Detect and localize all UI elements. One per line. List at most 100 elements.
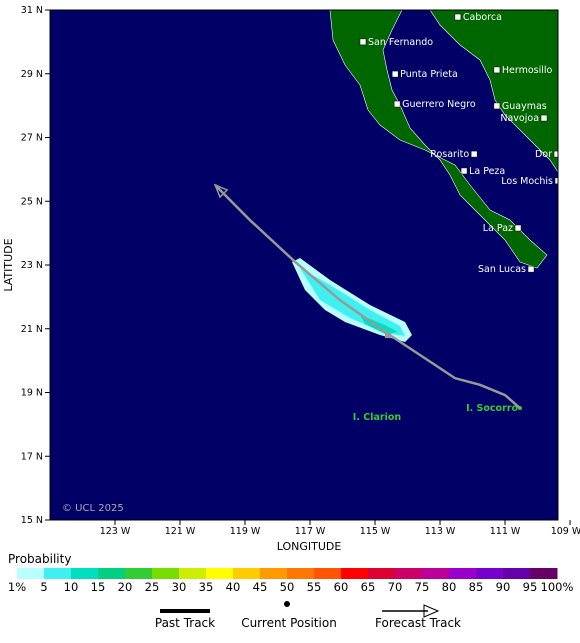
legend-swatch	[233, 568, 261, 579]
place-label: La Paz	[483, 223, 513, 234]
legend-swatch	[17, 568, 45, 579]
island-label: I. Socorro	[466, 403, 518, 414]
place-label: Navojoa	[500, 113, 539, 124]
y-tick-label: 31 N	[21, 5, 43, 16]
place-marker	[393, 100, 401, 108]
current-position-label: Current Position	[241, 616, 337, 630]
legend-swatch	[206, 568, 234, 579]
copyright: © UCL 2025	[62, 503, 124, 514]
x-tick-label: 115 W	[360, 526, 391, 537]
y-tick-label: 27 N	[21, 133, 43, 144]
track-arrowhead	[213, 183, 229, 199]
place-marker	[554, 177, 558, 185]
legend-label: 5	[40, 580, 47, 594]
legend-label: 15	[91, 580, 106, 594]
x-tick-label: 111 W	[490, 526, 521, 537]
legend-swatch	[152, 568, 180, 579]
legend-label: 90	[496, 580, 511, 594]
y-tick-label: 21 N	[21, 324, 43, 335]
legend-label: 50	[280, 580, 295, 594]
legend-label: 30	[172, 580, 187, 594]
legend-label: 1%	[8, 580, 26, 594]
legend-label: 60	[334, 580, 349, 594]
place-label: Punta Prieta	[400, 69, 458, 80]
legend-swatch	[395, 568, 423, 579]
x-tick-label: 119 W	[230, 526, 261, 537]
place-marker	[460, 167, 468, 175]
y-axis-label: LATITUDE	[2, 238, 15, 291]
place-label: La Peza	[469, 166, 505, 177]
legend-label: 10	[64, 580, 79, 594]
legend-label: 95	[523, 580, 538, 594]
legend-label: 40	[226, 580, 241, 594]
place-label: Hermosillo	[502, 65, 553, 76]
place-label: Guaymas	[502, 101, 547, 112]
legend-swatch	[314, 568, 342, 579]
place-label: Caborca	[463, 12, 502, 23]
legend-label: 55	[307, 580, 322, 594]
place-marker	[454, 13, 462, 21]
y-tick-label: 17 N	[21, 451, 43, 462]
x-axis-label: LONGITUDE	[277, 540, 342, 553]
legend-swatch	[71, 568, 99, 579]
x-tick-label: 113 W	[425, 526, 456, 537]
legend-swatch	[368, 568, 396, 579]
mainland	[429, 10, 558, 173]
legend-label: 20	[118, 580, 133, 594]
legend-label: 80	[442, 580, 457, 594]
legend-label: 65	[361, 580, 376, 594]
place-label: Dor	[535, 149, 552, 160]
current-position-sample	[284, 601, 290, 607]
place-label: Guerrero Negro	[402, 99, 476, 110]
legend-swatch	[476, 568, 504, 579]
past-track-label: Past Track	[155, 616, 215, 630]
y-tick-label: 19 N	[21, 388, 43, 399]
x-tick-label: 121 W	[165, 526, 196, 537]
legend-swatch	[287, 568, 315, 579]
legend-swatch	[449, 568, 477, 579]
forecast-arrowhead-sample	[423, 604, 440, 618]
legend-swatch	[530, 568, 558, 579]
x-tick-label: 109 W	[551, 526, 580, 537]
legend-swatch	[44, 568, 72, 579]
current-position	[385, 332, 392, 339]
island-label: I. Clarion	[353, 412, 402, 423]
place-marker	[493, 102, 501, 110]
legend-label: 45	[253, 580, 268, 594]
place-label: San Lucas	[478, 264, 526, 275]
legend-swatch	[260, 568, 288, 579]
legend-label: 100%	[541, 580, 574, 594]
legend-swatch	[179, 568, 207, 579]
place-label: Los Mochis	[501, 176, 553, 187]
legend-label: 85	[469, 580, 484, 594]
place-marker	[493, 66, 501, 74]
forecast-track-label: Forecast Track	[375, 616, 461, 630]
legend-swatch	[422, 568, 450, 579]
x-tick-label: 117 W	[295, 526, 326, 537]
probability-swath-core	[300, 268, 405, 336]
legend-label: 35	[199, 580, 214, 594]
y-tick-label: 23 N	[21, 260, 43, 271]
y-tick-label: 15 N	[21, 515, 43, 526]
legend-title: Probability	[8, 552, 71, 566]
map-area: Caborca San Fernando Punta Prieta Hermosill…	[213, 10, 558, 423]
place-marker	[514, 224, 522, 232]
place-marker	[470, 150, 478, 158]
x-tick-label: 123 W	[100, 526, 131, 537]
legend-swatch	[125, 568, 153, 579]
legend-swatch	[341, 568, 369, 579]
legend-label: 70	[388, 580, 403, 594]
place-marker	[359, 38, 367, 46]
place-label: Rosarito	[430, 149, 469, 160]
y-tick-label: 29 N	[21, 69, 43, 80]
legend-swatch	[503, 568, 531, 579]
place-marker	[553, 150, 558, 158]
legend-label: 75	[415, 580, 430, 594]
baja-land	[329, 10, 548, 269]
legend-label: 25	[145, 580, 160, 594]
place-marker	[540, 114, 548, 122]
place-label: San Fernando	[368, 37, 433, 48]
place-marker	[527, 265, 535, 273]
y-tick-label: 25 N	[21, 196, 43, 207]
